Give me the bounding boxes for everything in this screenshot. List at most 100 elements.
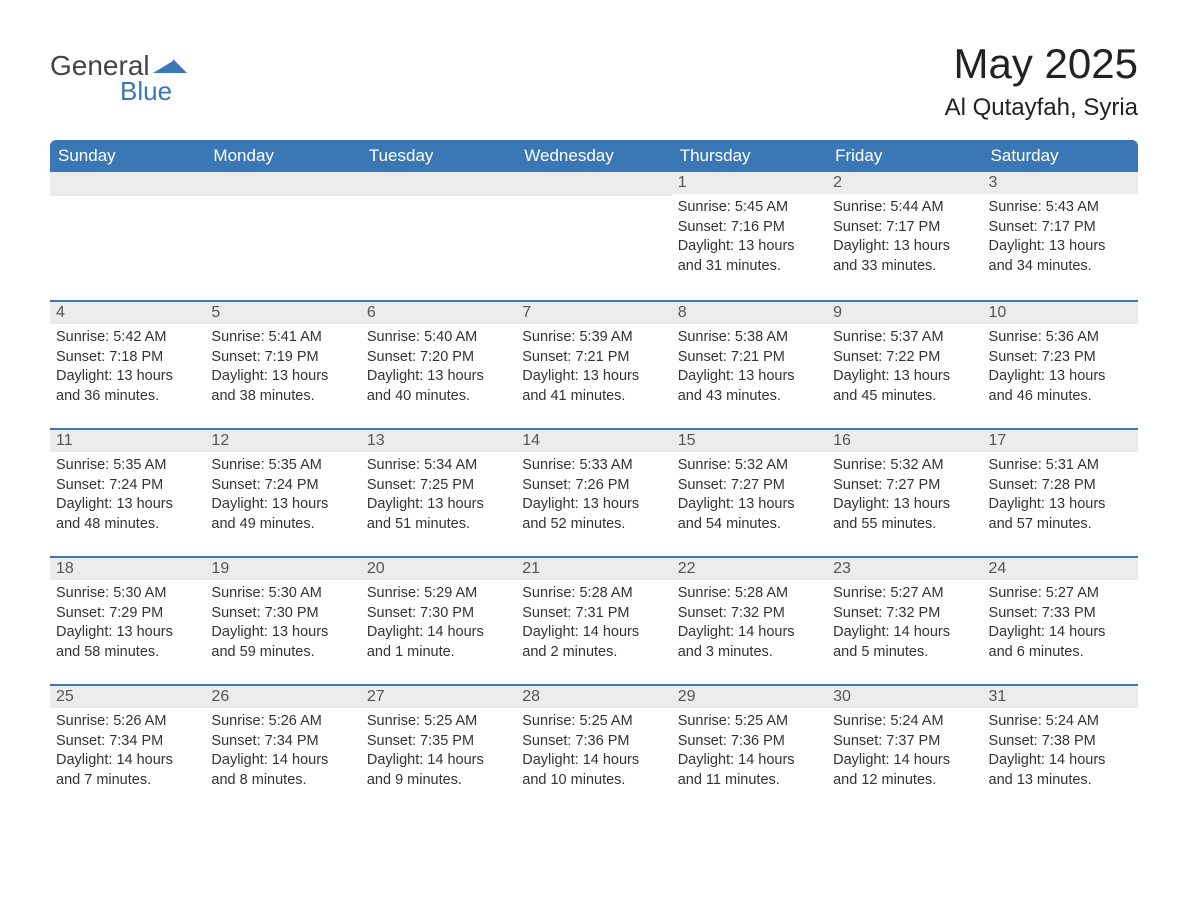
- day-number: 30: [827, 684, 982, 708]
- day-number: 17: [983, 428, 1138, 452]
- day-number-empty: [50, 172, 205, 196]
- calendar-day-cell: 30Sunrise: 5:24 AMSunset: 7:37 PMDayligh…: [827, 684, 982, 812]
- daylight-line: Daylight: 14 hours and 6 minutes.: [989, 623, 1132, 662]
- day-details: Sunrise: 5:28 AMSunset: 7:32 PMDaylight:…: [672, 580, 827, 668]
- day-number: 11: [50, 428, 205, 452]
- calendar-table: SundayMondayTuesdayWednesdayThursdayFrid…: [50, 140, 1138, 812]
- sunset-line: Sunset: 7:27 PM: [678, 476, 821, 496]
- daylight-line: Daylight: 14 hours and 9 minutes.: [367, 751, 510, 790]
- daylight-line: Daylight: 14 hours and 13 minutes.: [989, 751, 1132, 790]
- day-number: 31: [983, 684, 1138, 708]
- day-details: Sunrise: 5:34 AMSunset: 7:25 PMDaylight:…: [361, 452, 516, 540]
- sunrise-line: Sunrise: 5:42 AM: [56, 328, 199, 348]
- day-number: 14: [516, 428, 671, 452]
- calendar-day-cell: [50, 172, 205, 300]
- day-details: Sunrise: 5:25 AMSunset: 7:36 PMDaylight:…: [516, 708, 671, 796]
- sunset-line: Sunset: 7:29 PM: [56, 604, 199, 624]
- calendar-day-cell: 4Sunrise: 5:42 AMSunset: 7:18 PMDaylight…: [50, 300, 205, 428]
- calendar-day-cell: 29Sunrise: 5:25 AMSunset: 7:36 PMDayligh…: [672, 684, 827, 812]
- logo-text-blue: Blue: [120, 76, 172, 107]
- sunrise-line: Sunrise: 5:30 AM: [56, 584, 199, 604]
- daylight-line: Daylight: 14 hours and 2 minutes.: [522, 623, 665, 662]
- calendar-day-cell: [205, 172, 360, 300]
- sunrise-line: Sunrise: 5:28 AM: [678, 584, 821, 604]
- day-details: Sunrise: 5:30 AMSunset: 7:30 PMDaylight:…: [205, 580, 360, 668]
- calendar-day-cell: 26Sunrise: 5:26 AMSunset: 7:34 PMDayligh…: [205, 684, 360, 812]
- day-details: Sunrise: 5:26 AMSunset: 7:34 PMDaylight:…: [50, 708, 205, 796]
- calendar-day-cell: 11Sunrise: 5:35 AMSunset: 7:24 PMDayligh…: [50, 428, 205, 556]
- daylight-line: Daylight: 13 hours and 45 minutes.: [833, 367, 976, 406]
- daylight-line: Daylight: 14 hours and 12 minutes.: [833, 751, 976, 790]
- day-number: 28: [516, 684, 671, 708]
- daylight-line: Daylight: 13 hours and 51 minutes.: [367, 495, 510, 534]
- calendar-header-row: SundayMondayTuesdayWednesdayThursdayFrid…: [50, 140, 1138, 172]
- sunset-line: Sunset: 7:19 PM: [211, 348, 354, 368]
- day-details: Sunrise: 5:27 AMSunset: 7:33 PMDaylight:…: [983, 580, 1138, 668]
- month-title: May 2025: [945, 40, 1138, 88]
- day-number: 4: [50, 300, 205, 324]
- sunset-line: Sunset: 7:25 PM: [367, 476, 510, 496]
- calendar-day-cell: 17Sunrise: 5:31 AMSunset: 7:28 PMDayligh…: [983, 428, 1138, 556]
- calendar-day-cell: 12Sunrise: 5:35 AMSunset: 7:24 PMDayligh…: [205, 428, 360, 556]
- column-header: Thursday: [672, 140, 827, 172]
- sunrise-line: Sunrise: 5:26 AM: [211, 712, 354, 732]
- day-details: Sunrise: 5:41 AMSunset: 7:19 PMDaylight:…: [205, 324, 360, 412]
- day-number: 7: [516, 300, 671, 324]
- sunrise-line: Sunrise: 5:32 AM: [833, 456, 976, 476]
- daylight-line: Daylight: 13 hours and 57 minutes.: [989, 495, 1132, 534]
- day-number: 27: [361, 684, 516, 708]
- day-number: 23: [827, 556, 982, 580]
- sunset-line: Sunset: 7:27 PM: [833, 476, 976, 496]
- calendar-day-cell: 8Sunrise: 5:38 AMSunset: 7:21 PMDaylight…: [672, 300, 827, 428]
- daylight-line: Daylight: 13 hours and 31 minutes.: [678, 237, 821, 276]
- sunset-line: Sunset: 7:38 PM: [989, 732, 1132, 752]
- daylight-line: Daylight: 14 hours and 10 minutes.: [522, 751, 665, 790]
- daylight-line: Daylight: 13 hours and 38 minutes.: [211, 367, 354, 406]
- sunset-line: Sunset: 7:37 PM: [833, 732, 976, 752]
- daylight-line: Daylight: 13 hours and 43 minutes.: [678, 367, 821, 406]
- daylight-line: Daylight: 13 hours and 33 minutes.: [833, 237, 976, 276]
- daylight-line: Daylight: 13 hours and 36 minutes.: [56, 367, 199, 406]
- daylight-line: Daylight: 13 hours and 34 minutes.: [989, 237, 1132, 276]
- column-header: Friday: [827, 140, 982, 172]
- sunrise-line: Sunrise: 5:41 AM: [211, 328, 354, 348]
- calendar-day-cell: 16Sunrise: 5:32 AMSunset: 7:27 PMDayligh…: [827, 428, 982, 556]
- day-details: Sunrise: 5:39 AMSunset: 7:21 PMDaylight:…: [516, 324, 671, 412]
- day-number: 10: [983, 300, 1138, 324]
- daylight-line: Daylight: 14 hours and 8 minutes.: [211, 751, 354, 790]
- day-number: 25: [50, 684, 205, 708]
- daylight-line: Daylight: 14 hours and 7 minutes.: [56, 751, 199, 790]
- sunrise-line: Sunrise: 5:40 AM: [367, 328, 510, 348]
- sunrise-line: Sunrise: 5:36 AM: [989, 328, 1132, 348]
- sunrise-line: Sunrise: 5:29 AM: [367, 584, 510, 604]
- day-details: Sunrise: 5:38 AMSunset: 7:21 PMDaylight:…: [672, 324, 827, 412]
- day-details: Sunrise: 5:32 AMSunset: 7:27 PMDaylight:…: [827, 452, 982, 540]
- sunrise-line: Sunrise: 5:31 AM: [989, 456, 1132, 476]
- daylight-line: Daylight: 14 hours and 1 minute.: [367, 623, 510, 662]
- day-number: 12: [205, 428, 360, 452]
- sunset-line: Sunset: 7:34 PM: [211, 732, 354, 752]
- daylight-line: Daylight: 13 hours and 52 minutes.: [522, 495, 665, 534]
- sunset-line: Sunset: 7:23 PM: [989, 348, 1132, 368]
- sunset-line: Sunset: 7:30 PM: [367, 604, 510, 624]
- calendar-day-cell: 31 Sunrise: 5:24 AMSunset: 7:38 PMDayligh…: [983, 684, 1138, 812]
- sunrise-line: Sunrise: 5:34 AM: [367, 456, 510, 476]
- day-number: 2: [827, 172, 982, 194]
- calendar-day-cell: 23Sunrise: 5:27 AMSunset: 7:32 PMDayligh…: [827, 556, 982, 684]
- sunrise-line: Sunrise: 5:24 AM: [989, 712, 1132, 732]
- sunrise-line: Sunrise: 5:39 AM: [522, 328, 665, 348]
- sunrise-line: Sunrise: 5:43 AM: [989, 198, 1132, 218]
- sunset-line: Sunset: 7:36 PM: [522, 732, 665, 752]
- daylight-line: Daylight: 13 hours and 48 minutes.: [56, 495, 199, 534]
- day-details: Sunrise: 5:43 AMSunset: 7:17 PMDaylight:…: [983, 194, 1138, 282]
- calendar-day-cell: 5Sunrise: 5:41 AMSunset: 7:19 PMDaylight…: [205, 300, 360, 428]
- calendar-day-cell: 9Sunrise: 5:37 AMSunset: 7:22 PMDaylight…: [827, 300, 982, 428]
- sunrise-line: Sunrise: 5:35 AM: [56, 456, 199, 476]
- day-details: Sunrise: 5:32 AMSunset: 7:27 PMDaylight:…: [672, 452, 827, 540]
- calendar-day-cell: 19Sunrise: 5:30 AMSunset: 7:30 PMDayligh…: [205, 556, 360, 684]
- sunset-line: Sunset: 7:24 PM: [211, 476, 354, 496]
- daylight-line: Daylight: 14 hours and 11 minutes.: [678, 751, 821, 790]
- day-details: Sunrise: 5:44 AMSunset: 7:17 PMDaylight:…: [827, 194, 982, 282]
- day-number: 15: [672, 428, 827, 452]
- daylight-line: Daylight: 14 hours and 3 minutes.: [678, 623, 821, 662]
